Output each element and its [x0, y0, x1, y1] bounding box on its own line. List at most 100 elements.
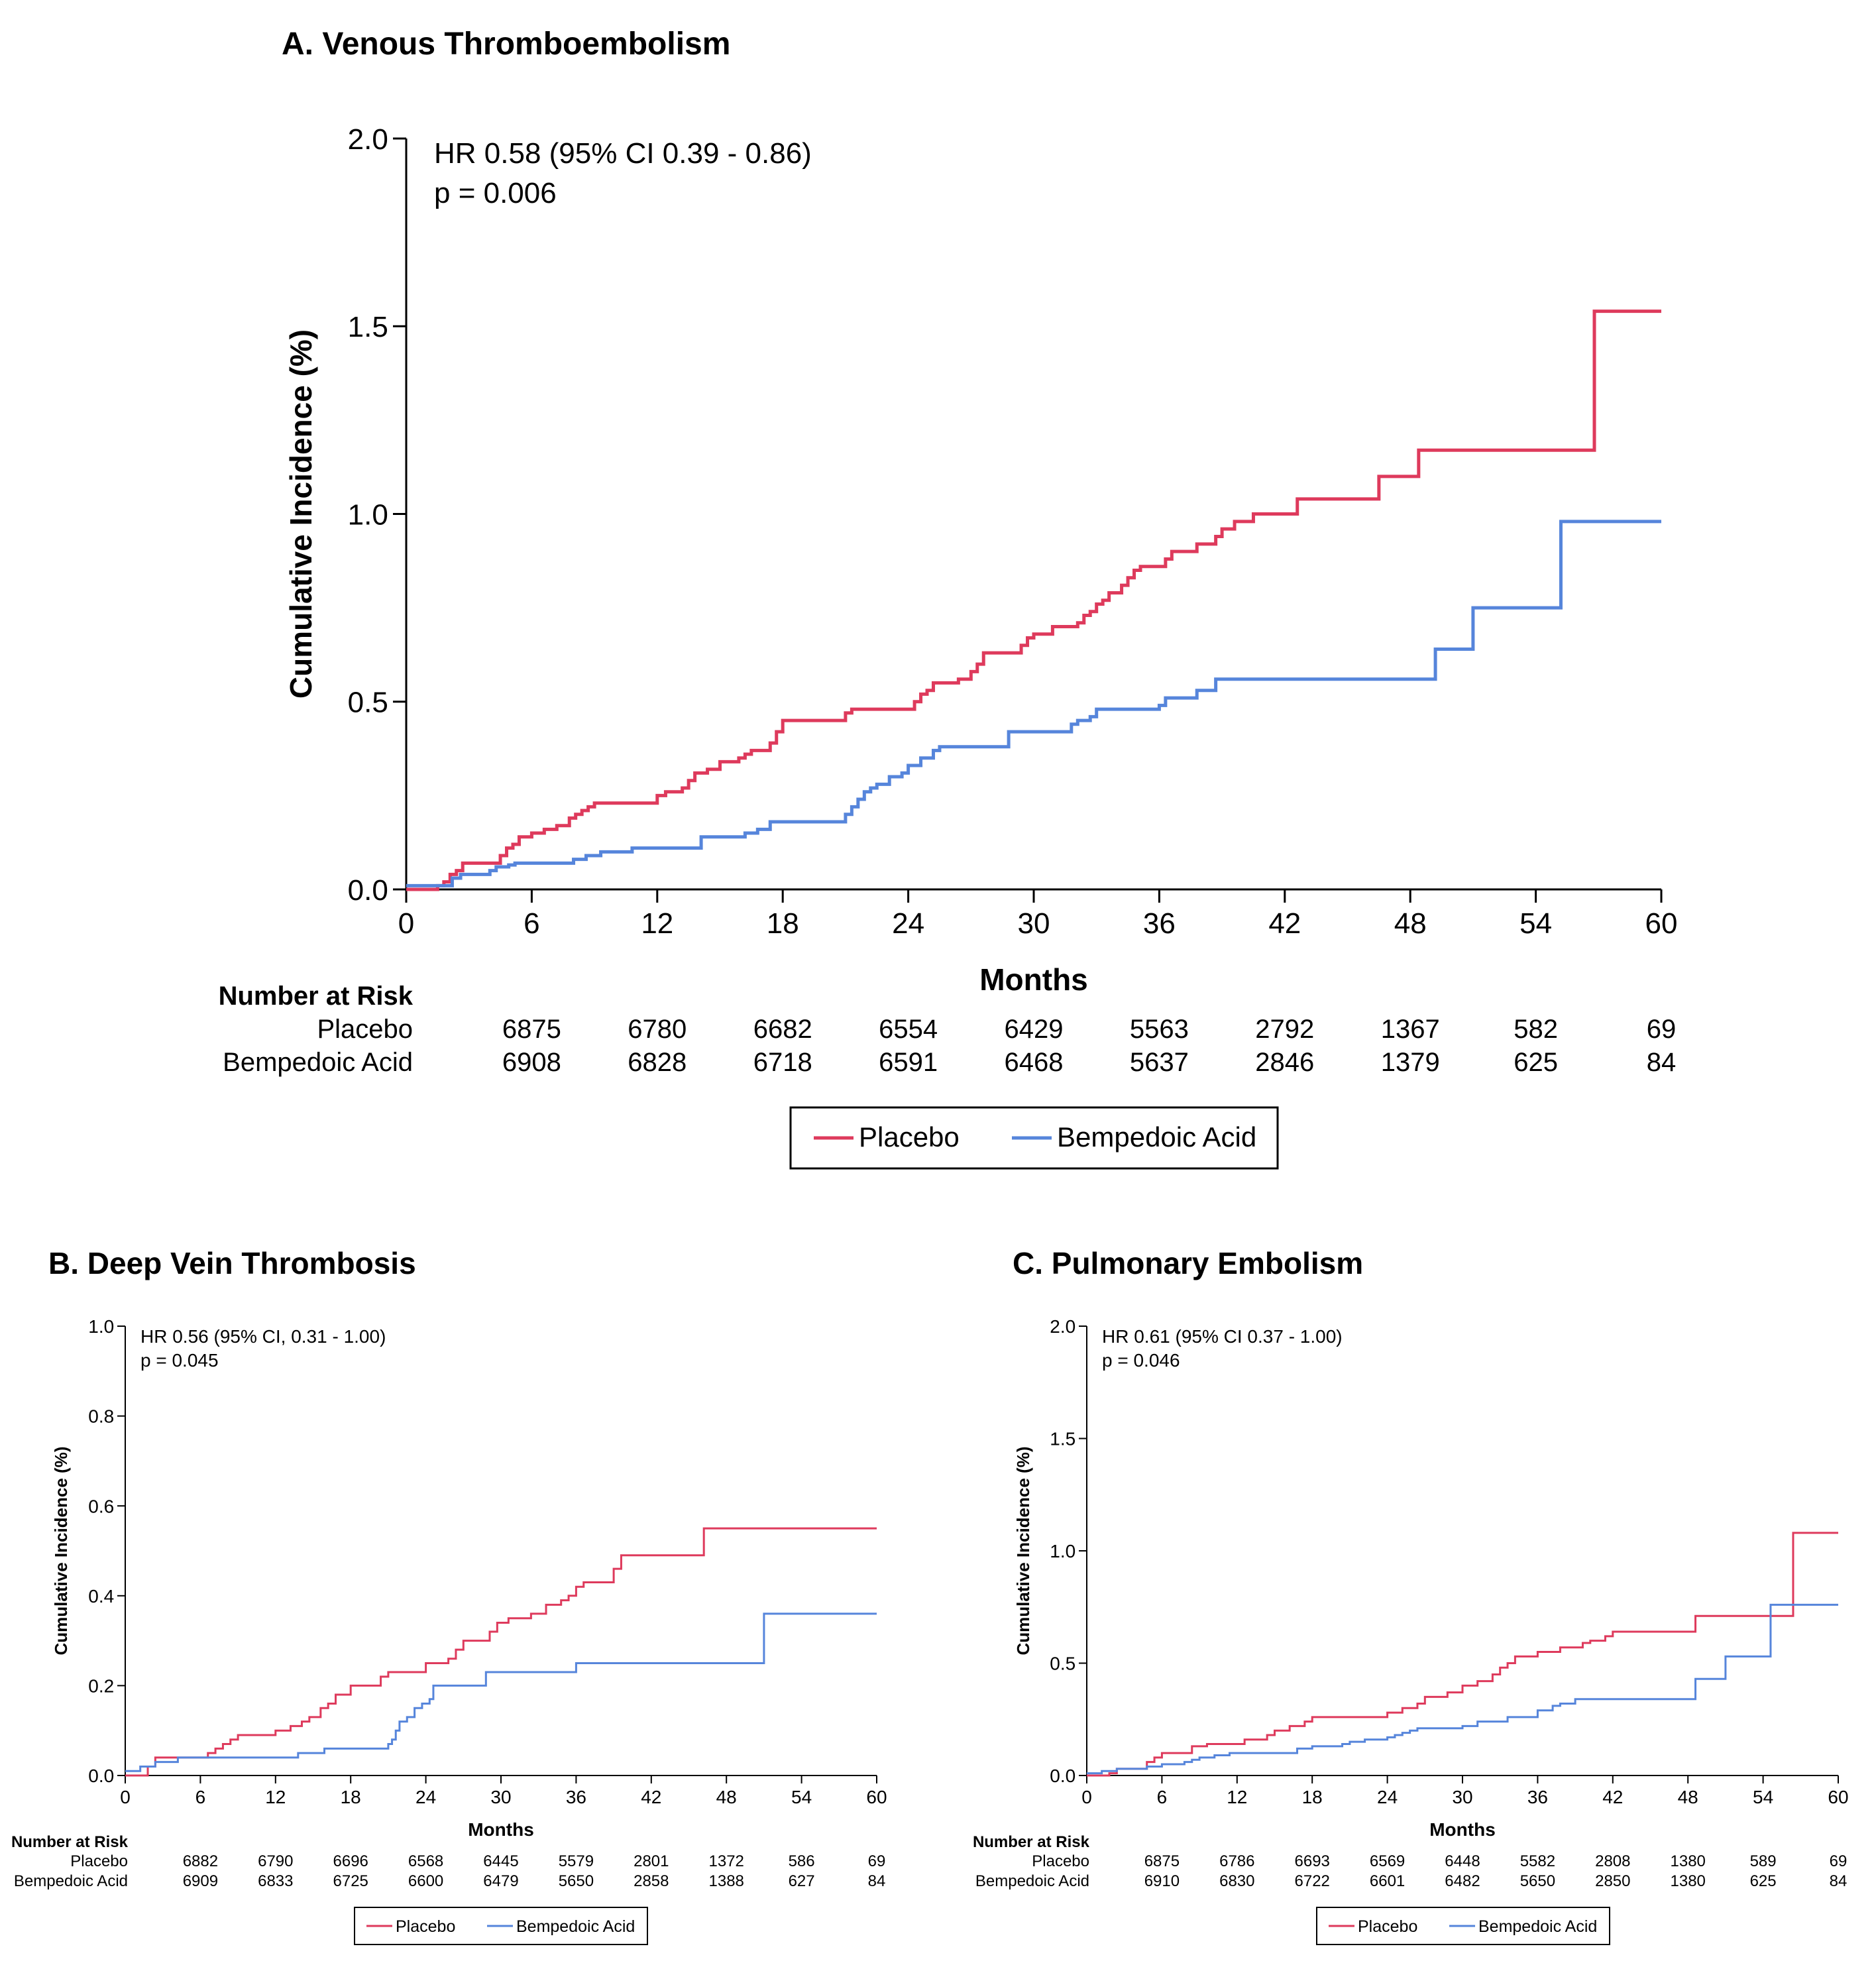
y-axis-label: Cumulative Incidence (%) — [51, 1447, 71, 1656]
risk-row-label-bempedoic-acid: Bempedoic Acid — [975, 1872, 1089, 1890]
p-value-text: p = 0.045 — [140, 1350, 219, 1371]
p-value-text: p = 0.006 — [434, 177, 557, 209]
x-tick-label: 12 — [1227, 1787, 1247, 1807]
risk-value-placebo: 6875 — [502, 1015, 561, 1044]
y-tick-label: 0.8 — [88, 1406, 114, 1427]
x-tick-label: 60 — [1645, 907, 1678, 940]
x-tick-label: 48 — [716, 1787, 737, 1807]
risk-row-label-placebo: Placebo — [317, 1015, 413, 1044]
y-tick-label: 0.5 — [1050, 1654, 1076, 1674]
risk-value-placebo: 6445 — [483, 1852, 518, 1870]
risk-value-placebo: 1367 — [1381, 1015, 1440, 1044]
hazard-ratio-text: HR 0.56 (95% CI, 0.31 - 1.00) — [140, 1326, 386, 1347]
risk-value-placebo: 6554 — [879, 1015, 938, 1044]
x-tick-label: 54 — [1519, 907, 1552, 940]
risk-row-label-placebo: Placebo — [1032, 1852, 1089, 1870]
risk-value-placebo: 5563 — [1130, 1015, 1189, 1044]
risk-value-bempedoic-acid: 6909 — [183, 1872, 218, 1890]
risk-value-placebo: 586 — [789, 1852, 815, 1870]
risk-value-placebo: 69 — [1830, 1852, 1848, 1870]
x-tick-label: 0 — [1081, 1787, 1092, 1807]
risk-value-bempedoic-acid: 6833 — [258, 1872, 293, 1890]
x-tick-label: 36 — [1527, 1787, 1548, 1807]
x-axis-label: Months — [979, 962, 1088, 997]
x-tick-label: 48 — [1678, 1787, 1698, 1807]
risk-value-bempedoic-acid: 6600 — [408, 1872, 443, 1890]
y-tick-label: 0.0 — [348, 874, 388, 907]
x-tick-label: 60 — [1828, 1787, 1848, 1807]
risk-value-placebo: 6682 — [753, 1015, 812, 1044]
risk-value-placebo: 6780 — [628, 1015, 687, 1044]
risk-value-placebo: 6693 — [1295, 1852, 1330, 1870]
risk-value-placebo: 6448 — [1445, 1852, 1480, 1870]
risk-row-label-placebo: Placebo — [70, 1852, 128, 1870]
series-line-placebo — [125, 1527, 877, 1777]
risk-value-bempedoic-acid: 2858 — [634, 1872, 669, 1890]
risk-value-placebo: 6790 — [258, 1852, 293, 1870]
risk-value-bempedoic-acid: 6482 — [1445, 1872, 1480, 1890]
risk-value-placebo: 6569 — [1370, 1852, 1405, 1870]
legend-label-bempedoic-acid: Bempedoic Acid — [516, 1917, 635, 1936]
risk-value-placebo: 5582 — [1520, 1852, 1555, 1870]
x-tick-label: 42 — [641, 1787, 661, 1807]
y-axis-label: Cumulative Incidence (%) — [1013, 1447, 1033, 1656]
risk-value-placebo: 2801 — [634, 1852, 669, 1870]
risk-value-placebo: 2792 — [1255, 1015, 1314, 1044]
risk-value-bempedoic-acid: 84 — [1647, 1048, 1677, 1077]
risk-value-bempedoic-acid: 6722 — [1295, 1872, 1330, 1890]
legend-label-bempedoic-acid: Bempedoic Acid — [1057, 1121, 1256, 1153]
x-tick-label: 24 — [415, 1787, 436, 1807]
risk-value-placebo: 6696 — [333, 1852, 368, 1870]
y-tick-label: 2.0 — [1050, 1316, 1076, 1337]
chart-title: B. Deep Vein Thrombosis — [48, 1246, 416, 1280]
x-tick-label: 6 — [1157, 1787, 1168, 1807]
x-tick-label: 54 — [791, 1787, 812, 1807]
series-line-placebo — [406, 310, 1661, 891]
chart-title: C. Pulmonary Embolism — [1013, 1246, 1363, 1280]
series-line-placebo — [1087, 1532, 1838, 1777]
risk-value-placebo: 582 — [1514, 1015, 1558, 1044]
y-axis-label: Cumulative Incidence (%) — [284, 329, 318, 699]
risk-table-header: Number at Risk — [219, 982, 414, 1011]
risk-value-bempedoic-acid: 625 — [1750, 1872, 1777, 1890]
legend-label-placebo: Placebo — [1358, 1917, 1417, 1936]
risk-value-placebo: 2808 — [1595, 1852, 1630, 1870]
y-tick-label: 0.0 — [88, 1766, 114, 1786]
y-tick-label: 1.0 — [348, 498, 388, 531]
risk-value-bempedoic-acid: 6718 — [753, 1048, 812, 1077]
panel-vte: A. Venous Thromboembolism 0.0 0.5 1.0 1.5 2.0… — [219, 27, 1678, 1170]
x-tick-label: 18 — [767, 907, 799, 940]
x-tick-label: 24 — [1377, 1787, 1398, 1807]
risk-value-placebo: 6568 — [408, 1852, 443, 1870]
risk-value-bempedoic-acid: 6725 — [333, 1872, 368, 1890]
x-tick-label: 18 — [341, 1787, 361, 1807]
y-tick-label: 1.0 — [1050, 1541, 1076, 1561]
panel-pe: C. Pulmonary Embolism 0.0 0.5 1.0 1.5 2.0 0 6 12… — [973, 1246, 1849, 1945]
risk-value-bempedoic-acid: 2846 — [1255, 1048, 1314, 1077]
x-tick-label: 12 — [641, 907, 673, 940]
risk-value-bempedoic-acid: 1379 — [1381, 1048, 1440, 1077]
series-line-bempedoic-acid — [1087, 1603, 1838, 1775]
y-tick-label: 2.0 — [348, 123, 388, 156]
risk-value-bempedoic-acid: 6479 — [483, 1872, 518, 1890]
risk-value-bempedoic-acid: 6910 — [1144, 1872, 1180, 1890]
y-tick-label: 0.4 — [88, 1586, 114, 1607]
x-tick-label: 54 — [1753, 1787, 1773, 1807]
x-tick-label: 0 — [398, 907, 414, 940]
x-tick-label: 6 — [195, 1787, 206, 1807]
y-tick-label: 1.5 — [348, 311, 388, 343]
y-tick-label: 0.0 — [1050, 1766, 1076, 1786]
risk-value-placebo: 69 — [1647, 1015, 1677, 1044]
risk-value-bempedoic-acid: 5650 — [1520, 1872, 1555, 1890]
chart-title: A. Venous Thromboembolism — [282, 27, 730, 62]
legend-label-bempedoic-acid: Bempedoic Acid — [1478, 1917, 1597, 1936]
x-tick-label: 18 — [1302, 1787, 1323, 1807]
risk-value-placebo: 6429 — [1005, 1015, 1064, 1044]
risk-value-placebo: 6875 — [1144, 1852, 1180, 1870]
risk-row-label-bempedoic-acid: Bempedoic Acid — [14, 1872, 128, 1890]
risk-table-header: Number at Risk — [973, 1833, 1090, 1851]
x-tick-label: 0 — [120, 1787, 131, 1807]
y-tick-label: 1.5 — [1050, 1429, 1076, 1449]
legend-label-placebo: Placebo — [396, 1917, 455, 1936]
